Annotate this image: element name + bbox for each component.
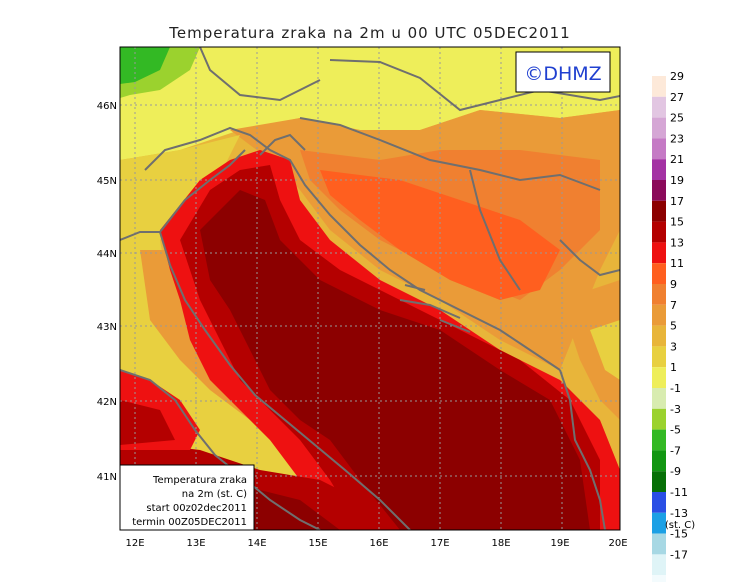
legend-label: 15 [670,216,684,229]
legend-swatch [652,242,666,264]
legend-swatch [652,284,666,305]
lat-label: 45N [97,176,117,187]
lon-label: 20E [608,538,627,549]
info-line-2: na 2m (st. C) [182,489,247,500]
legend-swatch [652,263,666,284]
lat-label: 46N [97,101,117,112]
lon-label: 19E [550,538,569,549]
lon-label: 16E [369,538,388,549]
legend-label: 23 [670,132,684,145]
legend-label: -3 [670,403,681,416]
lon-label: 14E [247,538,266,549]
legend-swatch [652,408,666,430]
legend-label: 21 [670,153,684,166]
watermark-box [515,51,611,93]
legend-swatch [652,76,666,97]
legend-label: 7 [670,299,677,312]
lon-label: 18E [491,538,510,549]
legend-label: -17 [670,548,688,561]
legend-swatch [652,346,666,368]
legend-label: 5 [670,320,677,333]
map-frame [119,46,621,531]
legend-swatch [652,367,666,388]
lon-label: 12E [125,538,144,549]
legend-swatch [652,492,666,513]
legend-label: 25 [670,112,684,125]
legend-label: 29 [670,70,684,83]
legend-swatch [652,575,666,582]
lon-label: 13E [186,538,205,549]
legend-label: 3 [670,340,677,353]
legend-unit: (st. C) [665,520,695,531]
latitude-labels: 46N 45N 44N 43N 42N 41N [97,101,117,483]
graticule [120,47,620,530]
map-title: Temperatura zraka na 2m u 00 UTC 05DEC20… [169,24,571,42]
legend-label: -5 [670,424,681,437]
temperature-field [120,47,620,530]
lat-label: 43N [97,322,117,333]
legend-swatch [652,471,666,492]
legend-swatch [652,450,666,472]
lat-label: 44N [97,249,117,260]
legend-label: 19 [670,174,684,187]
legend-label: -15 [670,528,688,541]
legend-label: 9 [670,278,677,291]
info-line-1: Temperatura zraka [152,475,247,486]
legend-swatch [652,304,666,326]
legend-swatch [652,533,666,555]
legend-swatch [652,117,666,139]
legend-label: -7 [670,444,681,457]
legend-swatch [652,180,666,201]
info-box [119,464,255,531]
coastlines [120,47,620,530]
info-line-4: termin 00Z05DEC2011 [132,517,247,528]
color-legend: 29 27 25 23 21 19 17 15 13 11 9 7 5 3 1 -1 -3 -5 -7 -9 -11 -1… [652,70,688,582]
longitude-labels: 12E 13E 14E 15E 16E 17E 18E 19E 20E [125,538,627,549]
legend-label: -11 [670,486,688,499]
legend-swatch [652,512,666,534]
legend-label: 11 [670,257,684,270]
legend-label: 27 [670,91,684,104]
legend-swatch [652,96,666,118]
legend-label: 13 [670,236,684,249]
legend-label: -1 [670,382,681,395]
legend-label: 17 [670,195,684,208]
lat-label: 41N [97,472,117,483]
lon-label: 15E [308,538,327,549]
info-line-3: start 00z02dec2011 [146,503,247,514]
legend-swatch [652,429,666,451]
legend-swatch [652,325,666,347]
legend-label: 1 [670,361,677,374]
legend-swatch [652,200,666,222]
legend-label: -9 [670,465,681,478]
legend-swatch [652,388,666,409]
dhmz-watermark: ©DHMZ [524,63,601,85]
legend-swatch [652,159,666,180]
legend-swatch [652,138,666,160]
legend-swatch [652,221,666,243]
legend-label: -13 [670,507,688,520]
legend-swatch [652,554,666,576]
lon-label: 17E [430,538,449,549]
lat-label: 42N [97,397,117,408]
